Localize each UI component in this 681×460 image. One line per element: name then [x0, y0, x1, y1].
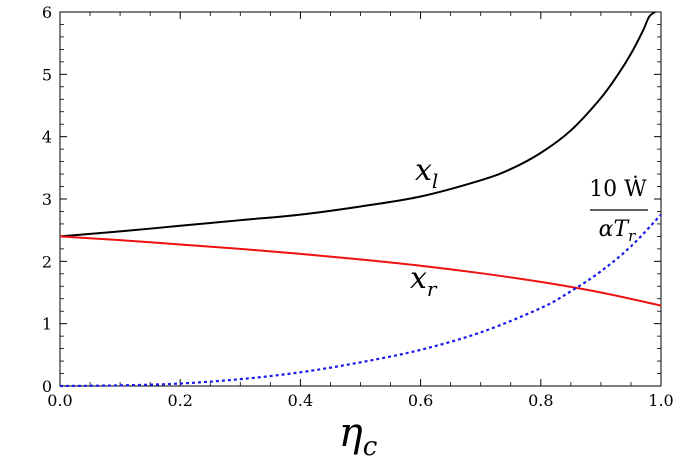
plot-area: 0.0 0.2 0.4 0.6 0.8 1.0 0 1 2 3 4 5 6: [42, 3, 674, 410]
series-label-power-denominator-sub: r: [628, 227, 636, 245]
x-tick-label: 0.8: [528, 391, 553, 410]
series-label-power-denominator-main: αT: [599, 217, 631, 242]
x-tick-label: 0.6: [408, 391, 433, 410]
x-tick-label: 1.0: [648, 391, 673, 410]
y-tick-label: 0: [42, 377, 52, 396]
series-label-power-numerator: 10 Ẇ: [589, 175, 647, 202]
x-tick-label: 0.2: [167, 391, 192, 410]
y-tick-label: 4: [42, 128, 52, 147]
series-label-power: 10 Ẇ αTr: [589, 175, 648, 245]
series-label-x-l-main: x: [415, 153, 432, 188]
series-label-x-l: xl: [415, 153, 438, 193]
series-line-power: [59, 213, 662, 388]
series-label-x-r: xr: [410, 261, 438, 301]
x-tick-label: 0.0: [47, 391, 72, 410]
y-tick-label: 6: [42, 3, 52, 22]
series-label-x-r-sub: r: [427, 277, 438, 301]
y-tick-label: 3: [42, 190, 52, 209]
x-axis-label: ηc: [339, 410, 378, 460]
x-axis-label-main: η: [339, 410, 363, 456]
series-label-x-r-main: x: [410, 261, 427, 296]
y-tick-label: 5: [42, 65, 52, 84]
y-tick-label: 1: [42, 315, 52, 334]
series-label-power-denominator: αTr: [599, 217, 637, 245]
plot-frame: [59, 11, 662, 387]
series-label-x-l-sub: l: [432, 169, 438, 193]
x-axis-label-sub: c: [363, 432, 378, 460]
x-tick-label: 0.4: [288, 391, 313, 410]
series-line-x-r: [59, 235, 662, 307]
y-tick-label: 2: [42, 252, 52, 271]
series-line-x-l: [59, 11, 656, 238]
